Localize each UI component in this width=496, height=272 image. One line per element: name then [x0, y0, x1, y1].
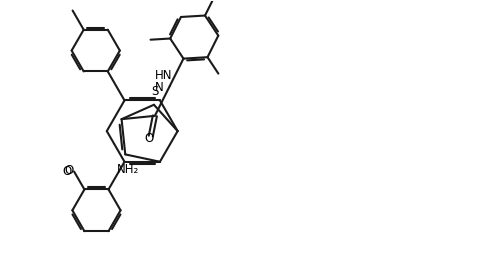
Text: O: O — [64, 164, 73, 177]
Text: O: O — [62, 165, 71, 178]
Text: NH₂: NH₂ — [117, 163, 139, 176]
Text: HN: HN — [155, 69, 173, 82]
Text: O: O — [145, 132, 154, 146]
Text: N: N — [155, 81, 163, 94]
Text: S: S — [151, 85, 159, 98]
